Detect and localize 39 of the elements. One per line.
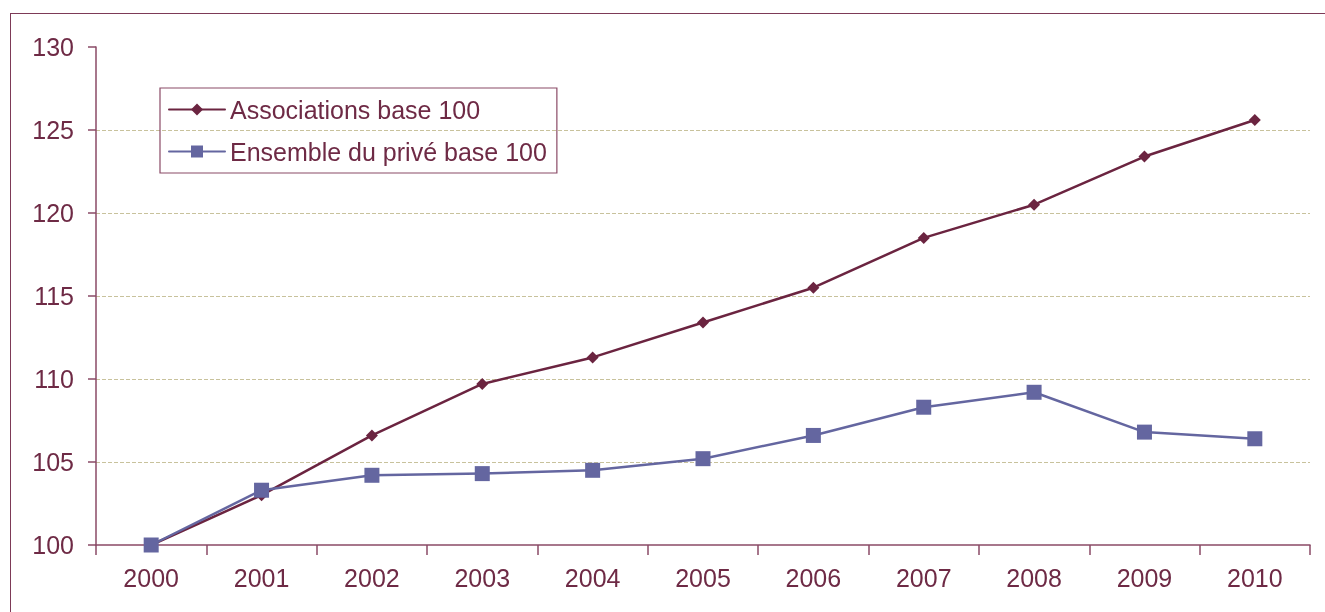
x-tick-label: 2002	[344, 563, 400, 592]
x-tick-label: 2010	[1227, 563, 1283, 592]
point	[1028, 198, 1041, 211]
x-tick-label: 2004	[564, 563, 621, 592]
point	[364, 467, 380, 483]
y-tick-label: 130	[32, 33, 74, 61]
x-tick-label: 2003	[454, 563, 511, 592]
legend-label: Associations base 100	[230, 95, 481, 124]
point	[476, 377, 489, 390]
point	[254, 482, 270, 498]
point	[365, 429, 378, 442]
x-tick-label: 2008	[1006, 563, 1062, 592]
point	[695, 451, 711, 467]
x-tick-label: 2005	[675, 563, 731, 592]
x-tick-label: 2001	[233, 563, 290, 592]
point	[697, 316, 709, 329]
point	[1247, 431, 1263, 447]
y-tick-label: 110	[34, 365, 74, 393]
point	[585, 462, 601, 478]
legend-label: Ensemble du privé base 100	[230, 137, 547, 166]
x-tick-label: 2007	[895, 563, 952, 592]
x-tick-label: 2006	[785, 563, 842, 592]
point	[1248, 114, 1261, 127]
point	[807, 281, 820, 294]
point	[474, 466, 490, 482]
y-tick-label: 120	[32, 199, 74, 227]
x-tick-label: 2009	[1116, 563, 1173, 592]
point	[1138, 150, 1151, 163]
y-tick-label: 105	[32, 448, 74, 476]
y-tick-label: 125	[32, 116, 74, 144]
x-tick-label: 2000	[123, 563, 179, 592]
point	[917, 231, 930, 244]
y-tick-label: 115	[34, 282, 74, 310]
point	[916, 399, 932, 415]
point	[805, 427, 821, 443]
point	[586, 351, 599, 364]
y-tick-label: 100	[32, 531, 74, 559]
point	[1136, 424, 1152, 440]
point	[1026, 384, 1042, 400]
